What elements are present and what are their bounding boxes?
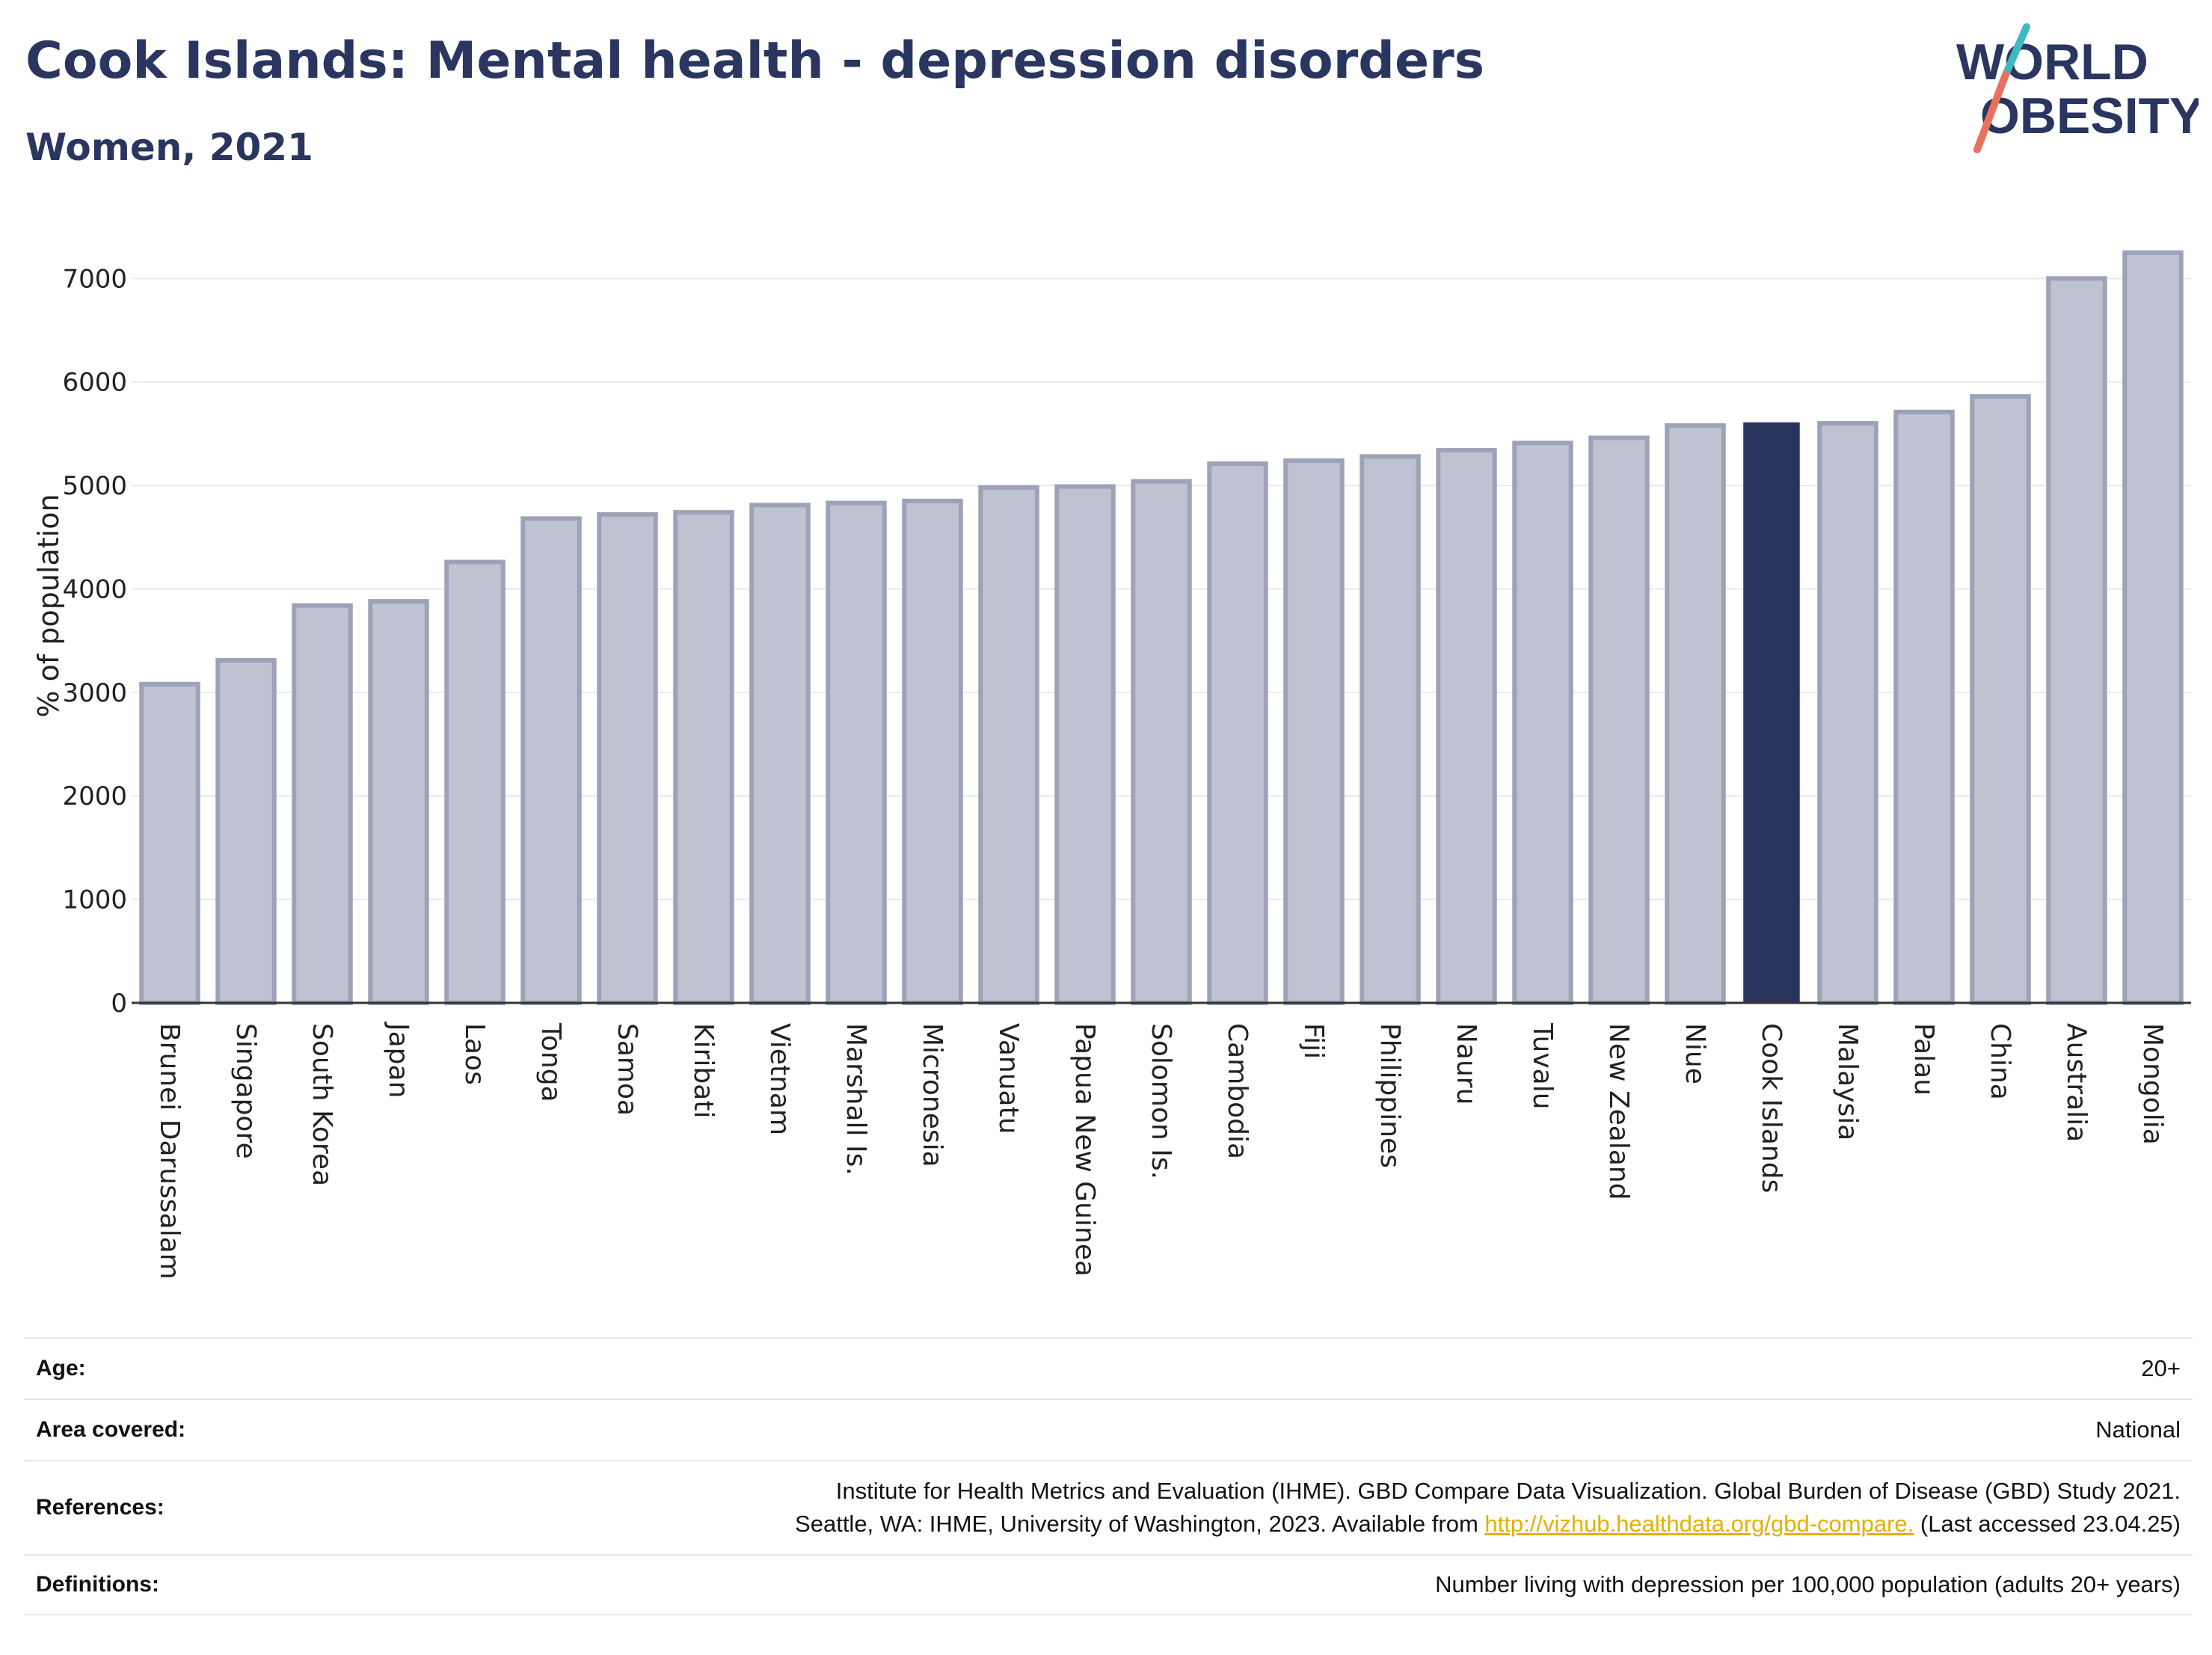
bar xyxy=(1283,458,1345,1005)
references-line-2-post: (Last accessed 23.04.25) xyxy=(1914,1511,2181,1537)
bar xyxy=(1207,461,1268,1005)
y-tick-label: 0 xyxy=(111,989,127,1019)
bar xyxy=(978,485,1039,1005)
bar-highlight xyxy=(1743,422,1800,1003)
logo-word-1: WORLD xyxy=(1956,34,2148,90)
x-tick-label: New Zealand xyxy=(1603,1023,1634,1200)
logo-slash-coral xyxy=(1973,71,2009,153)
x-tick-label: Philippines xyxy=(1374,1023,1405,1168)
bar xyxy=(1893,409,1955,1005)
bar xyxy=(368,599,429,1005)
x-tick-label: Samoa xyxy=(612,1023,642,1116)
x-tick-label: Palau xyxy=(1908,1023,1939,1096)
x-tick-label: Solomon Is. xyxy=(1146,1023,1176,1179)
definitions-label: Definitions: xyxy=(36,1572,159,1597)
logo-slash-teal xyxy=(2002,23,2030,79)
bar xyxy=(1512,440,1573,1005)
bar xyxy=(749,503,811,1005)
age-value: 20+ xyxy=(2141,1355,2181,1381)
logo-word-2: OBESITY xyxy=(1980,87,2199,144)
references-value: Institute for Health Metrics and Evaluat… xyxy=(795,1475,2181,1541)
bar xyxy=(1360,454,1421,1005)
bar xyxy=(139,681,200,1006)
x-tick-label: Singapore xyxy=(230,1023,261,1159)
bar-chart: 0 1000 2000 3000 4000 5000 6000 7000 % of popula… xyxy=(32,250,2191,1280)
chart-title: Cook Islands: Mental health - depression… xyxy=(25,31,1485,90)
y-tick-label: 5000 xyxy=(62,471,127,501)
bar xyxy=(902,498,963,1005)
bar xyxy=(1588,435,1650,1005)
world-obesity-logo: WORLD OBESITY xyxy=(1956,23,2199,153)
references-line-1: Institute for Health Metrics and Evaluat… xyxy=(835,1478,2181,1504)
info-row-definitions: Definitions: Number living with depressi… xyxy=(24,1554,2193,1615)
bar xyxy=(520,516,582,1005)
x-tick-label: Brunei Darussalam xyxy=(154,1023,185,1280)
bar xyxy=(1436,448,1497,1005)
info-table: Age: 20+ Area covered: National Referenc… xyxy=(24,1337,2193,1615)
age-label: Age: xyxy=(36,1356,86,1381)
y-tick-label: 2000 xyxy=(62,782,127,811)
bar xyxy=(2122,250,2184,1005)
x-tick-label: Australia xyxy=(2061,1023,2092,1142)
x-tick-label: Laos xyxy=(459,1023,490,1085)
x-tick-label: China xyxy=(1985,1023,2015,1100)
y-tick-label: 6000 xyxy=(62,368,127,398)
bar xyxy=(1054,484,1116,1005)
x-tick-label: Cook Islands xyxy=(1756,1023,1787,1193)
area-label: Area covered: xyxy=(36,1417,186,1442)
x-tick-label: South Korea xyxy=(307,1023,337,1186)
bar xyxy=(444,559,506,1005)
x-tick-label: Vietnam xyxy=(764,1023,795,1135)
x-tick-label: Micronesia xyxy=(917,1023,947,1167)
x-tick-label: Tonga xyxy=(535,1022,566,1102)
x-tick-label: Kiribati xyxy=(688,1023,719,1118)
bar xyxy=(2046,276,2107,1005)
references-line-2-pre: Seattle, WA: IHME, University of Washing… xyxy=(795,1511,1485,1537)
bar xyxy=(1970,394,2031,1005)
bar xyxy=(826,500,887,1005)
y-axis-label: % of population xyxy=(32,494,65,717)
info-row-references: References: Institute for Health Metrics… xyxy=(24,1460,2193,1554)
bar xyxy=(1817,421,1878,1005)
y-tick-label: 7000 xyxy=(62,264,127,294)
x-tick-label: Nauru xyxy=(1451,1023,1481,1105)
y-tick-label: 4000 xyxy=(62,574,127,604)
x-tick-label: Mongolia xyxy=(2137,1023,2168,1145)
y-tick-label: 1000 xyxy=(62,885,127,915)
x-tick-label: Vanuatu xyxy=(993,1023,1024,1134)
bar xyxy=(1131,479,1192,1005)
bar xyxy=(1665,423,1726,1005)
chart-subtitle: Women, 2021 xyxy=(25,126,313,169)
definitions-value: Number living with depression per 100,00… xyxy=(1435,1571,2181,1597)
x-tick-label: Malaysia xyxy=(1832,1023,1863,1140)
x-tick-label: Papua New Guinea xyxy=(1069,1023,1100,1277)
references-label: References: xyxy=(36,1495,165,1520)
x-tick-label: Cambodia xyxy=(1222,1023,1253,1159)
x-tick-label: Marshall Is. xyxy=(841,1023,871,1176)
bar xyxy=(673,510,734,1005)
references-link[interactable]: http://vizhub.healthdata.org/gbd-compare… xyxy=(1484,1511,1914,1537)
y-tick-label: 3000 xyxy=(62,678,127,708)
bar xyxy=(597,512,658,1005)
x-tick-label: Fiji xyxy=(1298,1023,1329,1059)
x-tick-label: Niue xyxy=(1680,1023,1710,1084)
area-value: National xyxy=(2095,1416,2181,1443)
x-tick-label: Japan xyxy=(383,1022,414,1098)
bar xyxy=(292,603,353,1005)
info-row-age: Age: 20+ xyxy=(24,1337,2193,1398)
info-row-area: Area covered: National xyxy=(24,1398,2193,1460)
x-tick-label: Tuvalu xyxy=(1527,1022,1558,1110)
bar xyxy=(215,657,277,1006)
